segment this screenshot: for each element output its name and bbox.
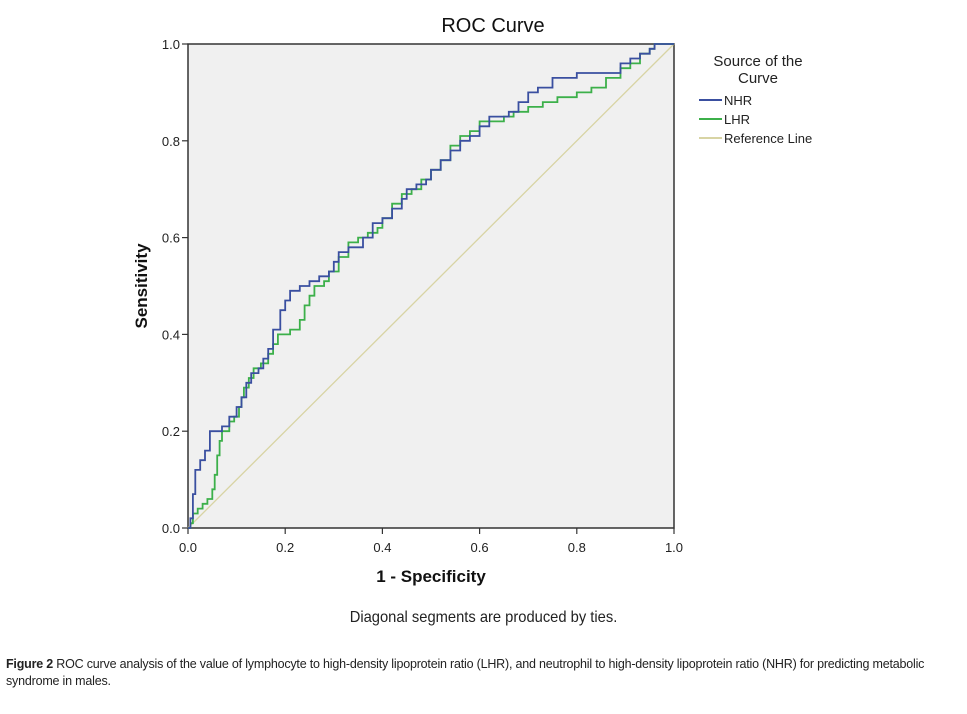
series-group	[187, 43, 675, 529]
y-axis-label: Sensitivity	[132, 243, 151, 329]
ties-note: Diagonal segments are produced by ties.	[349, 609, 618, 626]
y-tick-label: 0.4	[162, 327, 180, 342]
x-tick-label: 0.4	[373, 540, 391, 555]
caption-label: Figure 2	[6, 657, 54, 671]
legend: Source of the Curve NHR LHR Reference Line	[699, 53, 812, 146]
y-tick-label: 0.0	[162, 521, 180, 536]
y-tick-label: 1.0	[162, 37, 180, 52]
x-tick-label: 0.0	[179, 540, 197, 555]
legend-title-line2: Curve	[738, 70, 778, 87]
legend-title-line1: Source of the	[713, 53, 802, 70]
x-axis-label: 1 - Specificity	[376, 567, 486, 586]
figure-caption: Figure 2 ROC curve analysis of the value…	[6, 656, 956, 690]
legend-label: LHR	[724, 112, 750, 127]
legend-label: NHR	[724, 93, 752, 108]
series-line-reference-line	[187, 43, 675, 529]
x-tick-label: 0.8	[568, 540, 586, 555]
x-tick-label: 1.0	[665, 540, 683, 555]
series-line-nhr	[188, 43, 674, 529]
y-tick-label: 0.6	[162, 231, 180, 246]
legend-label: Reference Line	[724, 131, 812, 146]
series-line-lhr	[188, 43, 674, 529]
axis-ticks: 0.0 0.2 0.4 0.6 0.8 1.0 0.0 0.2 0.4 0.6 0.8 1.0	[162, 37, 683, 555]
chart-title: ROC Curve	[441, 15, 544, 37]
x-tick-label: 0.2	[276, 540, 294, 555]
x-tick-label: 0.6	[471, 540, 489, 555]
y-tick-label: 0.8	[162, 134, 180, 149]
y-tick-label: 0.2	[162, 424, 180, 439]
caption-text: ROC curve analysis of the value of lymph…	[6, 657, 925, 688]
